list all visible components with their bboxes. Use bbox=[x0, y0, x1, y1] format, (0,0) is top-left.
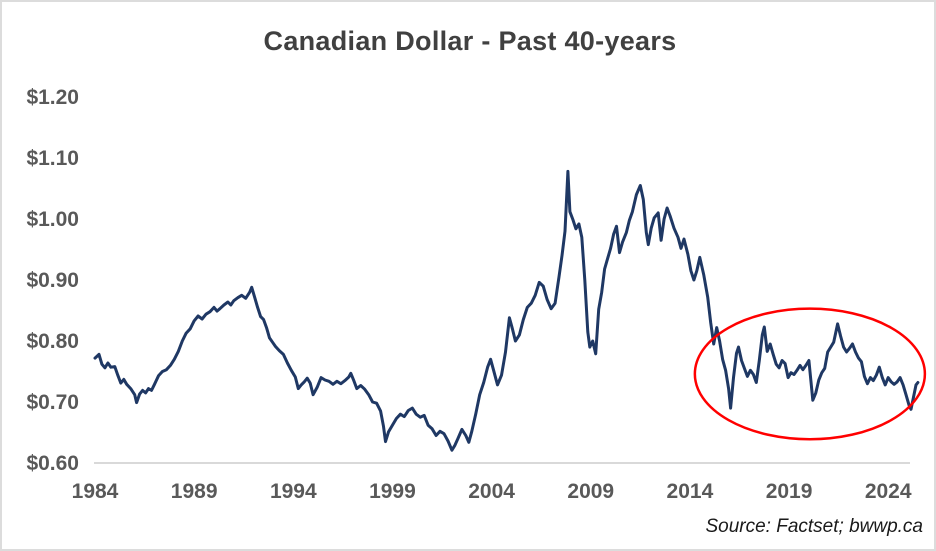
x-axis-tick-label: 2004 bbox=[468, 480, 515, 503]
cad-usd-line bbox=[93, 169, 920, 452]
x-axis-tick-label: 2014 bbox=[667, 480, 714, 503]
y-axis-tick-label: $0.60 bbox=[26, 452, 79, 475]
y-axis-tick-label: $1.00 bbox=[26, 208, 79, 231]
y-axis-tick-label: $0.70 bbox=[26, 391, 79, 414]
x-axis-tick-label: 1999 bbox=[369, 480, 416, 503]
y-axis-tick-label: $1.10 bbox=[26, 147, 79, 170]
x-axis-tick-label: 2024 bbox=[865, 480, 912, 503]
x-axis-tick-label: 1994 bbox=[270, 480, 317, 503]
y-axis-tick-label: $0.90 bbox=[26, 269, 79, 292]
chart-title: Canadian Dollar - Past 40-years bbox=[263, 26, 677, 56]
source-note: Source: Factset; bwwp.ca bbox=[705, 516, 923, 537]
x-axis-tick-label: 2009 bbox=[567, 480, 614, 503]
y-axis-tick-label: $0.80 bbox=[26, 330, 79, 353]
x-axis-tick-label: 1984 bbox=[72, 480, 119, 503]
y-axis-tick-label: $1.20 bbox=[26, 86, 79, 109]
x-axis-tick-label: 2019 bbox=[766, 480, 813, 503]
highlight-ellipse bbox=[693, 307, 927, 441]
x-axis-tick-label: 1989 bbox=[171, 480, 218, 503]
